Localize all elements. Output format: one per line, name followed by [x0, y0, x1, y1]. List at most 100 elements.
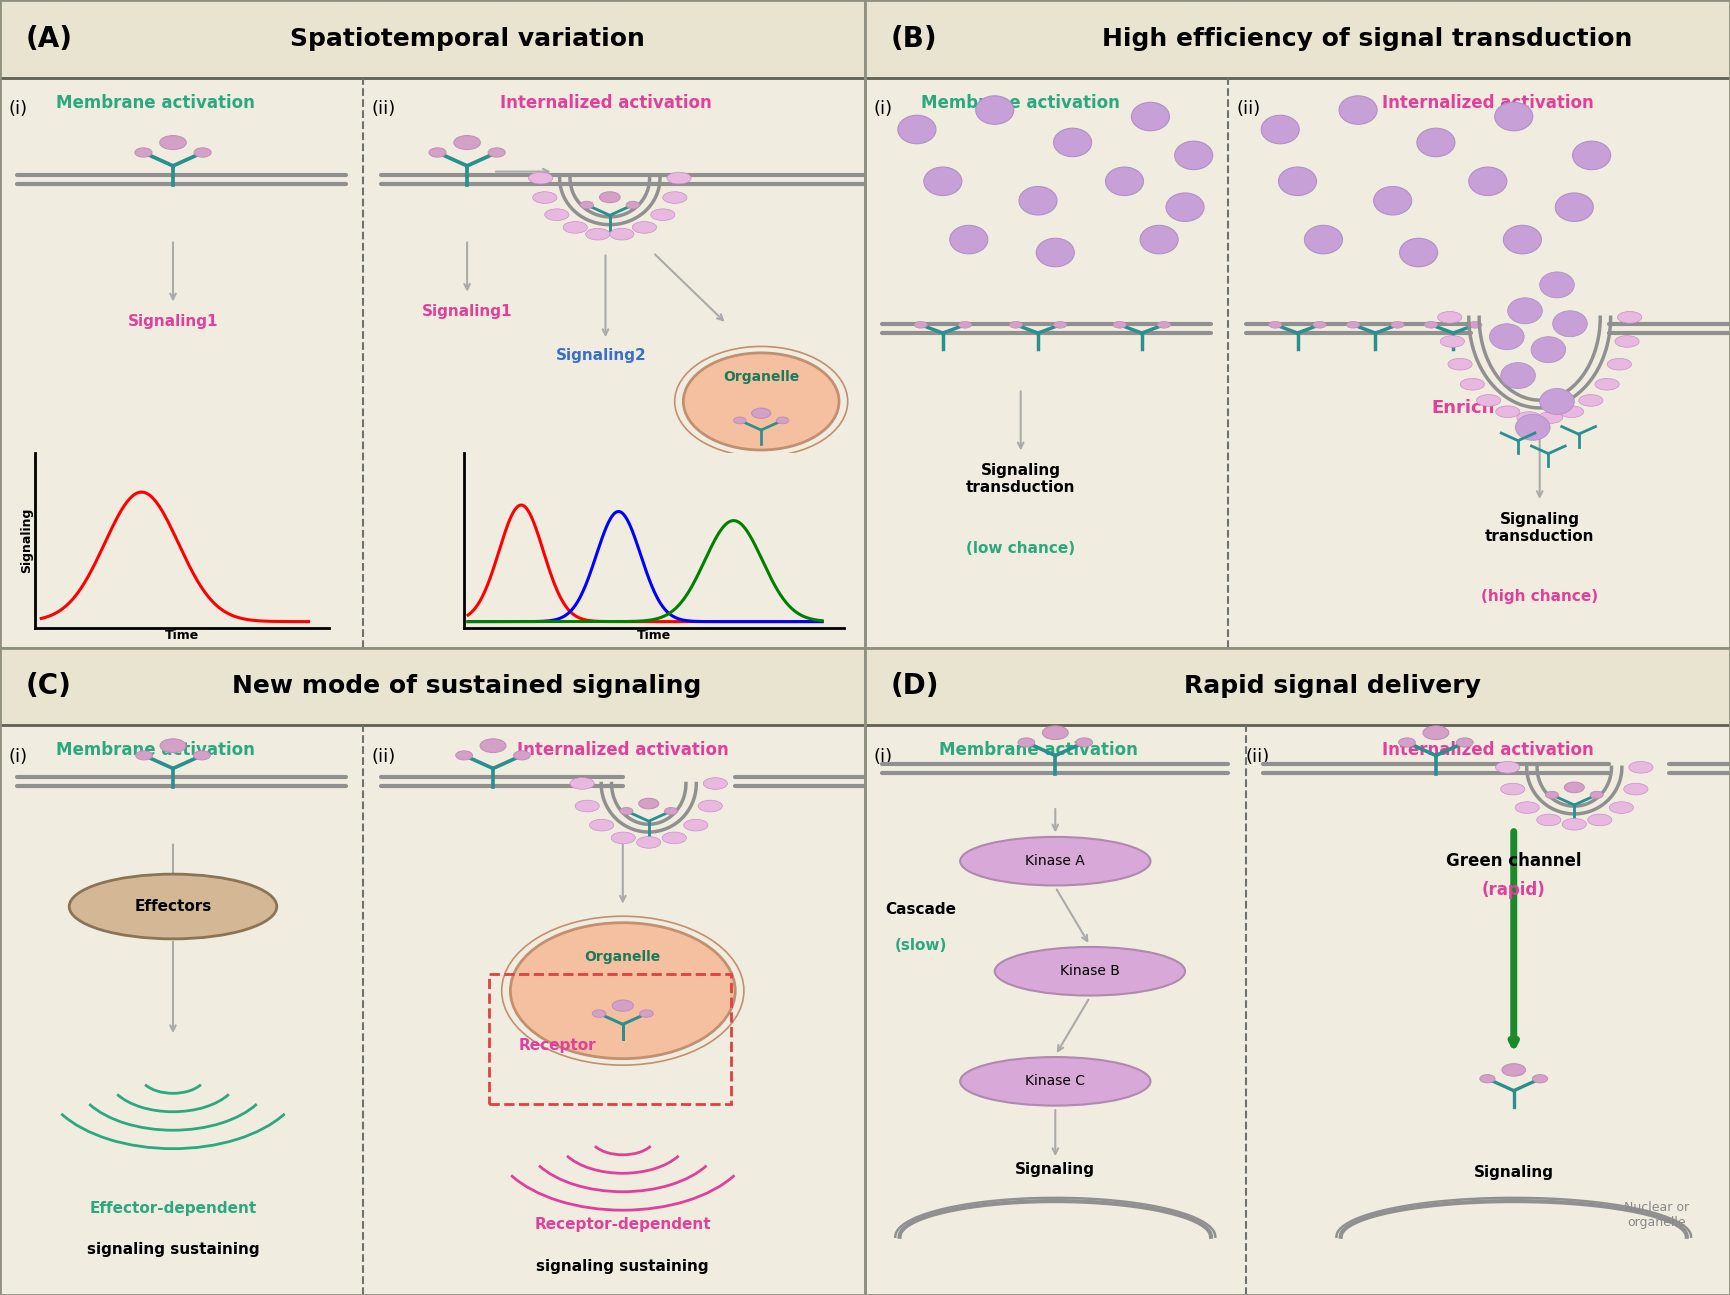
Circle shape — [1417, 128, 1455, 157]
Ellipse shape — [1479, 1075, 1495, 1083]
Ellipse shape — [488, 148, 505, 157]
Text: Internalized activation: Internalized activation — [1382, 741, 1593, 759]
Ellipse shape — [612, 1000, 633, 1011]
Ellipse shape — [1562, 818, 1586, 830]
Circle shape — [1515, 414, 1550, 440]
Ellipse shape — [161, 739, 185, 752]
Ellipse shape — [1538, 412, 1562, 423]
Text: (ii): (ii) — [372, 749, 396, 765]
Circle shape — [1339, 96, 1377, 124]
Ellipse shape — [633, 221, 657, 233]
Text: Internalized activation: Internalized activation — [1382, 95, 1593, 111]
Ellipse shape — [481, 739, 505, 752]
Circle shape — [1054, 128, 1092, 157]
Ellipse shape — [529, 172, 554, 184]
Ellipse shape — [545, 208, 569, 220]
Bar — [865, 0, 1730, 78]
Ellipse shape — [1457, 738, 1474, 747]
Ellipse shape — [638, 798, 659, 809]
Ellipse shape — [1609, 802, 1633, 813]
Text: (i): (i) — [9, 749, 28, 765]
Text: (i): (i) — [874, 749, 893, 765]
Ellipse shape — [683, 820, 708, 831]
Ellipse shape — [1438, 312, 1462, 322]
Ellipse shape — [960, 1057, 1150, 1106]
X-axis label: Time: Time — [164, 629, 199, 642]
Text: (slow): (slow) — [894, 938, 948, 953]
Ellipse shape — [533, 192, 557, 203]
Text: Signaling3: Signaling3 — [716, 522, 806, 536]
Text: (rapid): (rapid) — [1483, 882, 1545, 899]
Circle shape — [1261, 115, 1299, 144]
Ellipse shape — [1391, 321, 1405, 328]
Ellipse shape — [663, 192, 687, 203]
Ellipse shape — [1268, 321, 1282, 328]
Ellipse shape — [1588, 815, 1612, 826]
Ellipse shape — [1607, 359, 1631, 370]
Ellipse shape — [1009, 321, 1022, 328]
Ellipse shape — [1502, 1063, 1526, 1076]
Ellipse shape — [1398, 738, 1415, 747]
Ellipse shape — [702, 777, 728, 789]
Circle shape — [1500, 363, 1536, 388]
Ellipse shape — [1448, 359, 1472, 370]
Circle shape — [1036, 238, 1074, 267]
Circle shape — [1469, 167, 1507, 196]
Text: Membrane activation: Membrane activation — [57, 741, 254, 759]
Circle shape — [898, 115, 936, 144]
Ellipse shape — [1564, 782, 1585, 793]
Y-axis label: Signaling: Signaling — [21, 508, 33, 574]
Ellipse shape — [1346, 321, 1360, 328]
Text: Signaling
transduction: Signaling transduction — [965, 464, 1076, 496]
Circle shape — [1495, 102, 1533, 131]
Ellipse shape — [592, 1010, 606, 1018]
Text: signaling sustaining: signaling sustaining — [536, 1259, 709, 1274]
Ellipse shape — [580, 201, 593, 208]
Circle shape — [1175, 141, 1213, 170]
Ellipse shape — [1495, 761, 1521, 773]
Ellipse shape — [1157, 321, 1171, 328]
X-axis label: Time: Time — [637, 629, 671, 642]
Ellipse shape — [1515, 802, 1540, 813]
Text: Green channel: Green channel — [1446, 852, 1581, 870]
Circle shape — [1105, 167, 1144, 196]
Ellipse shape — [1313, 321, 1327, 328]
Text: Signaling2: Signaling2 — [555, 348, 647, 364]
Text: Receptor-dependent: Receptor-dependent — [535, 1217, 711, 1233]
Ellipse shape — [1545, 791, 1559, 799]
Text: New mode of sustained signaling: New mode of sustained signaling — [232, 675, 702, 698]
Text: (D): (D) — [891, 672, 939, 701]
Ellipse shape — [510, 922, 735, 1059]
Text: (i): (i) — [9, 101, 28, 118]
Circle shape — [1503, 225, 1541, 254]
Text: Organelle: Organelle — [723, 370, 799, 385]
Text: (C): (C) — [26, 672, 73, 701]
Ellipse shape — [751, 408, 772, 418]
Ellipse shape — [611, 833, 635, 844]
Ellipse shape — [1424, 726, 1448, 739]
Ellipse shape — [590, 820, 614, 831]
Circle shape — [1166, 193, 1204, 221]
Ellipse shape — [135, 751, 152, 760]
Ellipse shape — [683, 354, 839, 451]
Circle shape — [1490, 324, 1524, 350]
Ellipse shape — [664, 808, 678, 815]
Ellipse shape — [1579, 395, 1604, 407]
Ellipse shape — [1590, 791, 1604, 799]
Text: Membrane activation: Membrane activation — [922, 95, 1119, 111]
Ellipse shape — [1559, 405, 1583, 417]
Ellipse shape — [69, 874, 277, 939]
Ellipse shape — [569, 777, 595, 789]
Ellipse shape — [586, 228, 611, 240]
Ellipse shape — [1624, 783, 1649, 795]
Circle shape — [1509, 298, 1543, 324]
Ellipse shape — [626, 201, 640, 208]
Text: Kinase A: Kinase A — [1026, 855, 1085, 868]
Text: signaling sustaining: signaling sustaining — [86, 1242, 260, 1257]
Ellipse shape — [1017, 738, 1035, 747]
Circle shape — [1540, 388, 1574, 414]
Ellipse shape — [574, 800, 599, 812]
Circle shape — [1540, 272, 1574, 298]
Ellipse shape — [194, 148, 211, 157]
Circle shape — [1131, 102, 1169, 131]
